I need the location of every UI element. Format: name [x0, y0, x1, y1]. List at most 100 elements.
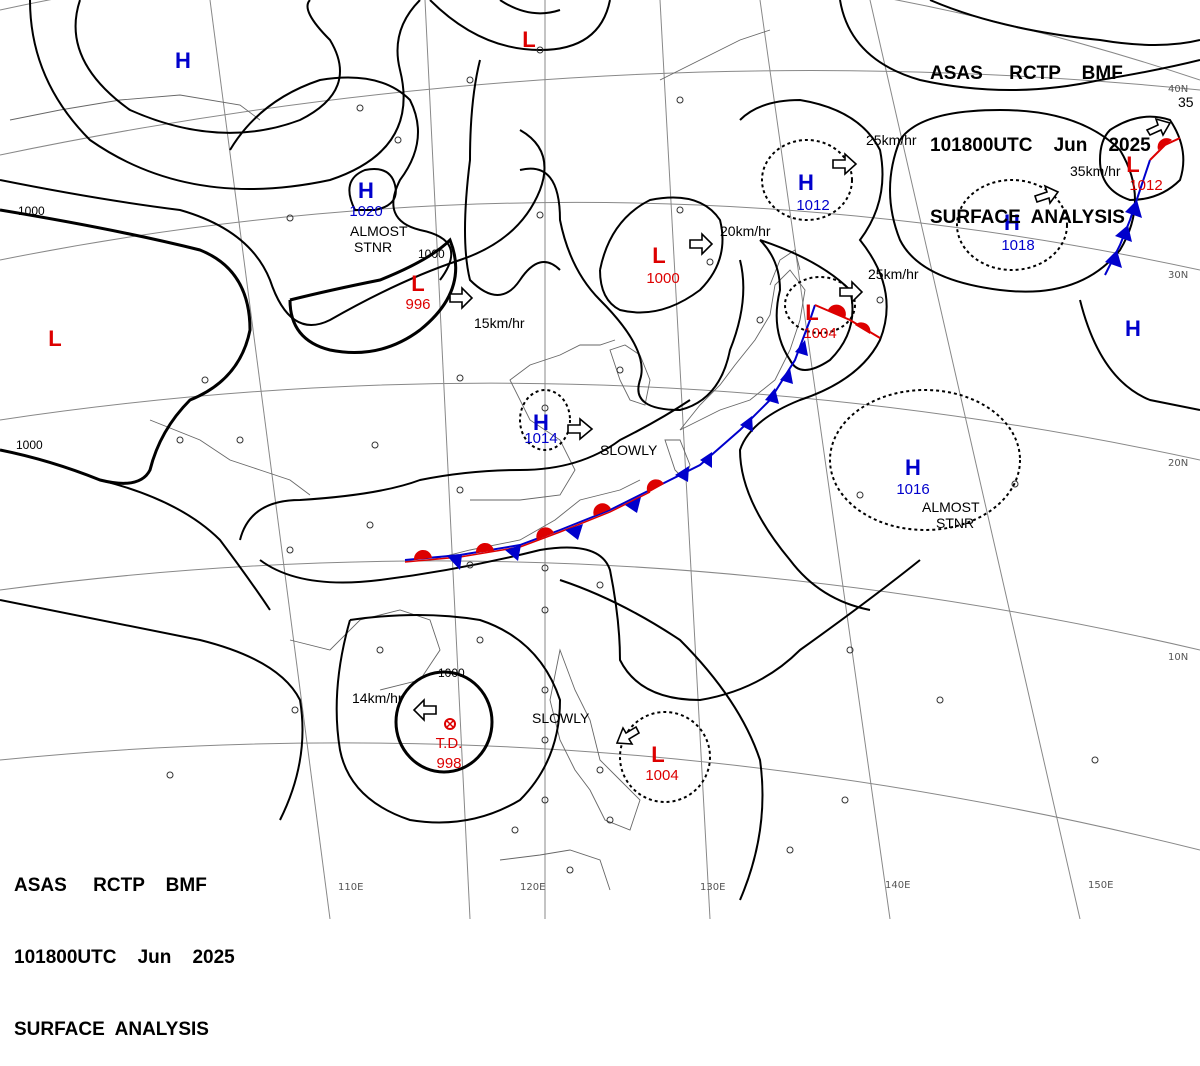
dotted-isobar [784, 276, 856, 334]
station-marker-icon [286, 214, 294, 222]
lon-label: 110E [338, 882, 363, 893]
warm-front-semicircle [855, 322, 871, 334]
low-center-value: 996 [405, 296, 430, 313]
meridian-line [869, 0, 1081, 919]
station-marker-icon [936, 696, 944, 704]
china-coast [470, 339, 616, 501]
okhotsk-coast [659, 29, 771, 81]
annotation-stnr: ALMOST STNR [922, 499, 980, 531]
high-center-value: 1014 [524, 430, 557, 447]
map-background [0, 0, 1200, 919]
borneo-coast [499, 849, 611, 891]
station-marker-icon [541, 686, 549, 694]
station-marker-icon [536, 46, 544, 54]
isobar-line [335, 614, 562, 824]
isobar-line [759, 239, 854, 371]
annotation-speed: 14km/hr [352, 690, 403, 706]
isobar-line [99, 479, 271, 611]
station-marker-icon [166, 771, 174, 779]
lat-label: 40N [1168, 84, 1188, 95]
annotation-line: ALMOST [350, 223, 408, 239]
annotations: ALMOST STNR 15km/hr 20km/hr 25km/hr 25km/… [350, 94, 1194, 726]
high-center-letter: H [905, 455, 921, 480]
annotation-line: STNR [354, 239, 392, 255]
chart-header-top-right: ASAS RCTP BMF 101800UTC Jun 2025 SURFACE… [930, 14, 1151, 254]
movement-arrow [412, 698, 437, 722]
cold-front-triangles [448, 340, 808, 570]
movement-arrow [1033, 184, 1060, 205]
station-marker-icon [366, 521, 374, 529]
movement-arrow [449, 286, 474, 310]
parallel-line [0, 560, 1200, 651]
cold-front-triangle [1125, 200, 1142, 218]
station-marker-icon [476, 636, 484, 644]
isobar-line [0, 599, 304, 821]
cold-front-triangle [765, 388, 779, 404]
lon-label: 150E [1088, 880, 1113, 891]
low-center-letter: L [651, 742, 664, 767]
header-line-3: SURFACE ANALYSIS [930, 207, 1125, 228]
isobar-label: 1000 [16, 438, 43, 452]
isobar-line [559, 579, 764, 901]
cold-front-triangle [700, 452, 712, 468]
lon-label: 140E [885, 880, 910, 891]
cold-front-triangle [780, 368, 793, 384]
cold-front-triangle [675, 466, 689, 482]
td-cross-icon [445, 719, 455, 729]
parallel-line [0, 70, 1200, 156]
warm-front-semicircle [646, 479, 664, 493]
dotted-isobar [519, 389, 571, 451]
philippines-coast [549, 648, 641, 831]
isobar-line [738, 98, 888, 611]
station-marker-icon [541, 606, 549, 614]
station-marker-icon [566, 866, 574, 874]
inland-border [149, 419, 311, 496]
low-center-value: 1000 [646, 270, 679, 287]
tropical-depression: T.D. 998 [436, 718, 463, 772]
isobar-line [499, 0, 561, 15]
annotation-slowly: SLOWLY [532, 710, 590, 726]
annotation-speed: 35km/hr [1070, 163, 1121, 179]
high-center-letter: H [175, 48, 191, 73]
isobar-line [599, 196, 724, 314]
cold-front-triangle [625, 497, 641, 513]
high-center-value: 1012 [796, 197, 829, 214]
station-marker-icon [536, 211, 544, 219]
annotation-speed: 20km/hr [720, 223, 771, 239]
lon-label: 120E [520, 882, 545, 893]
pressure-centers: H H 1020 L L 996 L L 1000 H 1012 H 1018 … [48, 27, 1162, 784]
isobar-line [889, 108, 1136, 293]
isobar-line [929, 0, 1200, 46]
china-south-coast [429, 479, 641, 561]
station-marker-icon [291, 706, 299, 714]
lat-label: 30N [1168, 270, 1188, 281]
station-marker-icon [541, 736, 549, 744]
dotted-isobars [519, 139, 1068, 803]
annotation-slowly: SLOWLY [600, 442, 658, 458]
station-marker-icon [466, 561, 474, 569]
parallel-line [0, 382, 1200, 461]
isobars [0, 0, 1200, 901]
low-center-value: 1012 [1129, 177, 1162, 194]
parallel-line [0, 201, 1200, 271]
high-center-letter: H [358, 178, 374, 203]
station-marker-icon [596, 581, 604, 589]
high-center-letter: H [1004, 210, 1020, 235]
td-label: T.D. [436, 735, 463, 752]
high-center-value: 1016 [896, 481, 929, 498]
movement-arrow [832, 152, 858, 176]
annotation-speed: 25km/hr [868, 266, 919, 282]
station-marker-icon [616, 366, 624, 374]
warm-front-semicircle [475, 542, 494, 553]
low-center-letter: L [48, 326, 61, 351]
station-marker-icon [1011, 480, 1019, 488]
isobar-line [259, 546, 921, 702]
station-marker-icon [876, 296, 884, 304]
dotted-isobar [619, 711, 711, 803]
annotation-line: ALMOST [922, 499, 980, 515]
isobar-line [0, 129, 546, 326]
isobar-line [429, 0, 611, 52]
station-marker-icon [676, 96, 684, 104]
movement-arrow [839, 280, 864, 304]
isobar-line [519, 167, 745, 412]
